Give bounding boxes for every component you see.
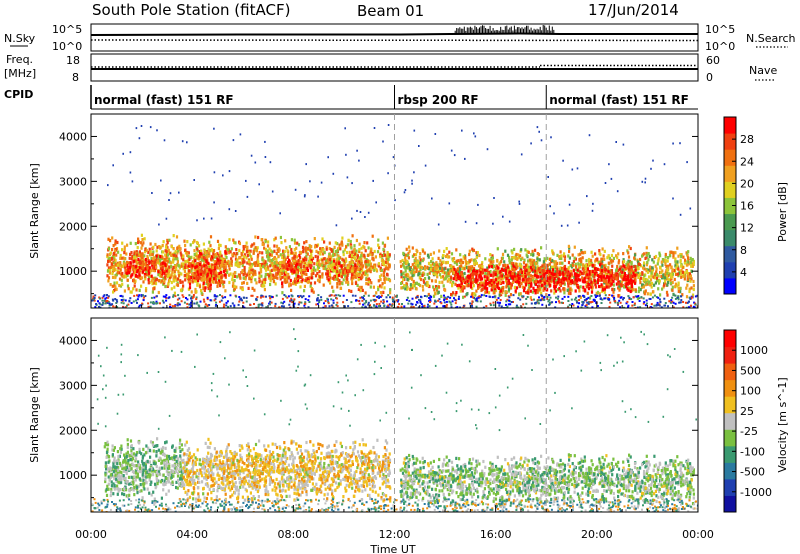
y-tick-label: 1000 [59, 265, 87, 278]
colorbar-segment [724, 213, 736, 231]
y-tick-label: 2000 [59, 220, 87, 233]
colorbar-segment [724, 245, 736, 263]
x-tick-label: 12:00 [379, 528, 411, 541]
colorbar-segment [724, 396, 736, 414]
colorbar-tick-label: 12 [740, 222, 754, 235]
x-tick-label: 00:00 [682, 528, 714, 541]
colorbar-tick-label: 500 [740, 364, 761, 377]
cpid-label: CPID [4, 88, 33, 101]
velocity-echo-field [91, 328, 698, 512]
power-colorbar-label: Power [dB] [776, 182, 789, 242]
x-tick-label: 00:00 [75, 528, 107, 541]
freq-label-line2: [MHz] [4, 67, 36, 80]
power-echo-field [91, 124, 698, 308]
beam-title: Beam 01 [357, 2, 424, 20]
colorbar-tick-label: 28 [740, 133, 754, 146]
nsky-label: N.Sky [4, 32, 36, 45]
x-tick-label: 04:00 [176, 528, 208, 541]
y-tick-label: 2000 [59, 424, 87, 437]
colorbar-segment [724, 133, 736, 150]
y-tick-label: 4000 [59, 130, 87, 143]
colorbar-tick-label: 8 [740, 244, 747, 257]
colorbar-segment [724, 379, 736, 397]
freq-label-line1: Freq. [6, 53, 33, 66]
colorbar-segment [724, 445, 736, 463]
freq-tick-top: 18 [66, 54, 80, 67]
time-axis: 00:00 04:00 08:00 12:00 16:00 20:00 00:00 [75, 301, 714, 541]
nave-trace [91, 64, 698, 68]
x-tick-label: 08:00 [277, 528, 309, 541]
x-tick-label: 16:00 [480, 528, 512, 541]
cpid-mode-label: normal (fast) 151 RF [549, 93, 689, 107]
colorbar-tick-label: -100 [740, 445, 765, 458]
colorbar-tick-label: 25 [740, 405, 754, 418]
colorbar-tick-label: 16 [740, 200, 754, 213]
colorbar-segment [724, 346, 736, 364]
velocity-y-axis: 1000 2000 3000 4000 [59, 317, 698, 499]
colorbar-segment [724, 197, 736, 215]
noise-right-tick-top: 10^5 [705, 23, 735, 36]
colorbar-segment [724, 478, 736, 496]
nsky-spikes [454, 25, 555, 34]
nsearch-trace [90, 39, 699, 42]
colorbar-tick-label: 24 [740, 155, 754, 168]
colorbar-tick-label: -1000 [740, 486, 772, 499]
power-colorbar: 4 8 12 16 20 24 28 [723, 116, 754, 295]
colorbar-tick-label: 1000 [740, 344, 768, 357]
nave-label: Nave [749, 64, 777, 77]
colorbar-tick-label: 4 [740, 266, 747, 279]
colorbar-tick-label: 100 [740, 385, 761, 398]
noise-strip-frame [90, 23, 699, 52]
y-tick-label: 3000 [59, 175, 87, 188]
cpid-modes: normal (fast) 151 RF rbsp 200 RF normal (f… [94, 85, 689, 109]
freq-tick-bottom: 8 [72, 71, 79, 84]
colorbar-segment [724, 229, 736, 247]
colorbar-segment [724, 330, 736, 348]
colorbar-segment [724, 462, 736, 480]
colorbar-segment [724, 261, 736, 279]
time-xlabel: Time UT [369, 543, 415, 554]
colorbar-segment [724, 165, 736, 182]
colorbar-segment [724, 277, 736, 295]
power-ylabel: Slant Range [km] [28, 163, 41, 259]
colorbar-segment [724, 495, 736, 513]
colorbar-segment [724, 117, 736, 134]
station-title: South Pole Station (fitACF) [92, 1, 290, 19]
nave-tick-top: 60 [706, 54, 720, 67]
colorbar-segment [724, 181, 736, 198]
nave-tick-bottom: 0 [706, 71, 713, 84]
velocity-colorbar-label: Velocity [m s^-1] [776, 377, 789, 472]
date-title: 17/Jun/2014 [588, 1, 679, 19]
power-y-axis: 1000 2000 3000 4000 [59, 113, 698, 295]
y-tick-label: 1000 [59, 469, 87, 482]
mode-separators [394, 114, 547, 512]
colorbar-segment [724, 363, 736, 381]
y-tick-label: 3000 [59, 379, 87, 392]
velocity-ylabel: Slant Range [km] [28, 367, 41, 463]
noise-left-tick-top: 10^5 [52, 23, 82, 36]
colorbar-tick-label: -500 [740, 466, 765, 479]
noise-left-tick-bottom: 10^0 [52, 40, 82, 53]
colorbar-tick-label: -25 [740, 425, 758, 438]
noise-right-tick-bottom: 10^0 [705, 40, 735, 53]
nsearch-label: N.Search [746, 32, 796, 45]
velocity-colorbar: 1000 500 100 25 -25 -100 -500 -1000 [723, 329, 772, 513]
cpid-mode-label: normal (fast) 151 RF [94, 93, 234, 107]
x-tick-label: 20:00 [581, 528, 613, 541]
cpid-mode-label: rbsp 200 RF [398, 93, 479, 107]
y-tick-label: 4000 [59, 334, 87, 347]
colorbar-tick-label: 20 [740, 177, 754, 190]
colorbar-segment [724, 412, 736, 430]
colorbar-segment [724, 429, 736, 447]
nsky-trace [90, 32, 698, 36]
colorbar-segment [724, 149, 736, 166]
